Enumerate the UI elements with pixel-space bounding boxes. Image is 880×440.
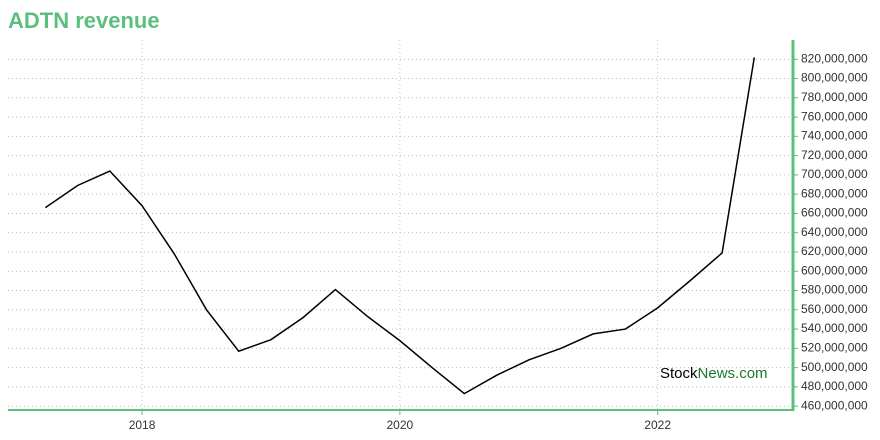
watermark-part: Stock (660, 365, 698, 382)
watermark-part: News.com (698, 365, 768, 382)
y-tick-label: 660,000,000 (801, 206, 868, 220)
x-tick-label: 2022 (644, 418, 671, 432)
y-tick-label: 460,000,000 (801, 398, 868, 412)
y-tick-label: 620,000,000 (801, 244, 868, 258)
y-tick-label: 500,000,000 (801, 360, 868, 374)
y-tick-label: 700,000,000 (801, 167, 868, 181)
line (44, 57, 756, 395)
y-tick-label: 600,000,000 (801, 263, 868, 277)
y-tick-label: 640,000,000 (801, 225, 868, 239)
chart-title: ADTN revenue (8, 8, 160, 33)
y-tick-label: 560,000,000 (801, 302, 868, 316)
y-tick-label: 680,000,000 (801, 186, 868, 200)
y-tick-label: 800,000,000 (801, 71, 868, 85)
y-tick-label: 580,000,000 (801, 283, 868, 297)
x-tick-label: 2018 (129, 418, 156, 432)
x-tick-label: 2020 (387, 418, 414, 432)
y-tick-label: 760,000,000 (801, 109, 868, 123)
watermark: StockNews.com (660, 365, 768, 382)
y-tick-label: 520,000,000 (801, 341, 868, 355)
y-tick-label: 480,000,000 (801, 379, 868, 393)
y-tick-label: 820,000,000 (801, 51, 868, 65)
y-tick-label: 780,000,000 (801, 90, 868, 104)
y-tick-label: 540,000,000 (801, 321, 868, 335)
y-tick-label: 740,000,000 (801, 129, 868, 143)
y-tick-label: 720,000,000 (801, 148, 868, 162)
